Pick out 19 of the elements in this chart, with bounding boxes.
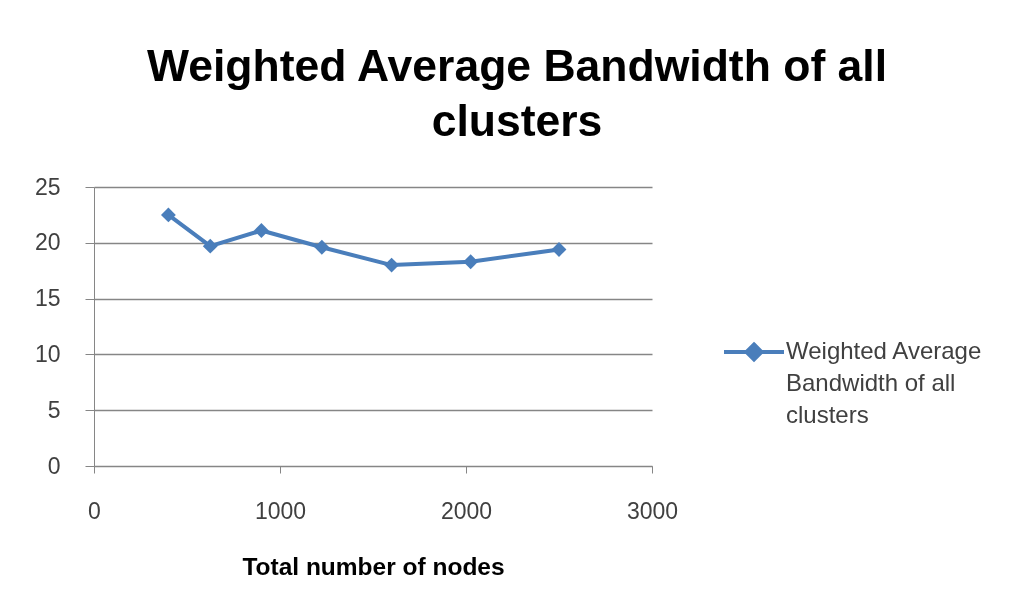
y-tick-label: 10 [34, 340, 61, 367]
chart-title: Weighted Average Bandwidth of all clusters [146, 40, 888, 145]
x-tick-label: 0 [88, 497, 101, 524]
y-tick-label: 5 [47, 396, 61, 423]
x-tick-label: 3000 [626, 497, 679, 524]
point [202, 238, 218, 254]
y-tick-label: 25 [34, 173, 61, 200]
point [314, 239, 330, 255]
x-tick-label: 2000 [440, 497, 493, 524]
point [253, 223, 269, 238]
point [463, 254, 479, 270]
x-tick-label: 1000 [254, 497, 307, 524]
y-tick-label: 20 [34, 229, 61, 256]
y-tick-label: 0 [47, 452, 61, 479]
point [384, 257, 400, 273]
x-axis-title: Total number of nodes [242, 552, 505, 580]
y-tick-label: 15 [34, 285, 61, 312]
point [160, 207, 176, 223]
legend-label: Weighted Average Bandwidth of all clusters [786, 337, 982, 428]
